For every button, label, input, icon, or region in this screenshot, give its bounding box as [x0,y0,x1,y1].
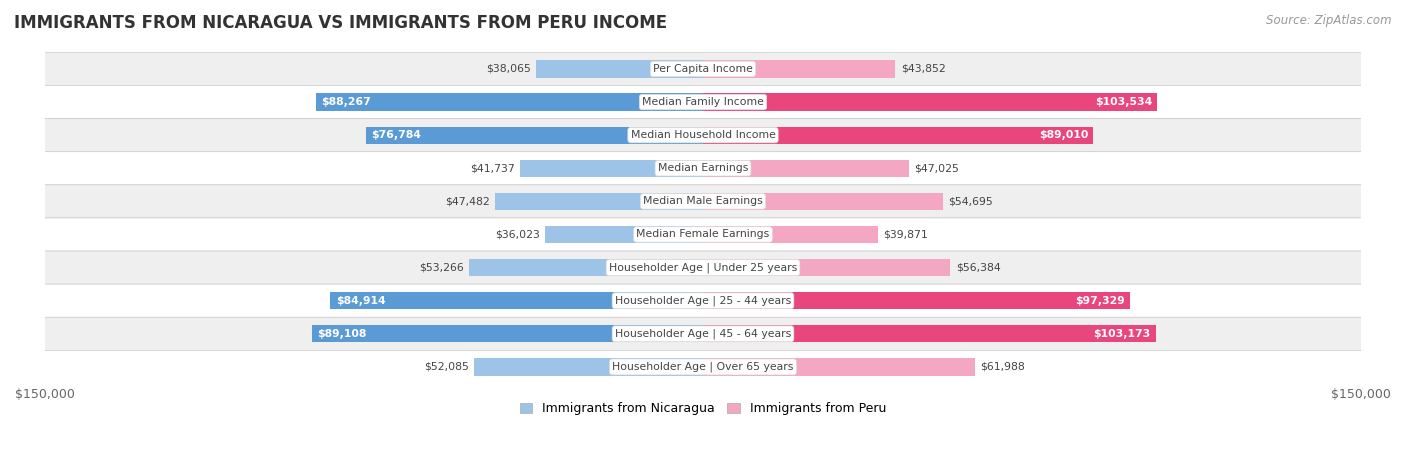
Bar [703,193,943,210]
Text: Median Earnings: Median Earnings [658,163,748,173]
Legend: Immigrants from Nicaragua, Immigrants from Peru: Immigrants from Nicaragua, Immigrants fr… [515,397,891,420]
Text: $39,871: $39,871 [883,229,928,240]
Bar [703,226,877,243]
Text: $76,784: $76,784 [371,130,422,140]
FancyBboxPatch shape [32,119,1374,152]
Text: $47,025: $47,025 [914,163,959,173]
FancyBboxPatch shape [32,218,1374,251]
Text: $53,266: $53,266 [419,262,464,273]
Text: $89,010: $89,010 [1039,130,1088,140]
Text: $38,065: $38,065 [486,64,530,74]
Text: $103,173: $103,173 [1092,329,1150,339]
Text: IMMIGRANTS FROM NICARAGUA VS IMMIGRANTS FROM PERU INCOME: IMMIGRANTS FROM NICARAGUA VS IMMIGRANTS … [14,14,668,32]
Bar [366,127,703,144]
Text: $103,534: $103,534 [1095,97,1152,107]
Text: Median Female Earnings: Median Female Earnings [637,229,769,240]
Bar [703,358,974,375]
Bar [312,325,703,342]
Bar [703,60,896,78]
FancyBboxPatch shape [32,185,1374,218]
Text: Source: ZipAtlas.com: Source: ZipAtlas.com [1267,14,1392,27]
Bar [536,60,703,78]
Text: Householder Age | Under 25 years: Householder Age | Under 25 years [609,262,797,273]
Bar [316,93,703,111]
Text: $36,023: $36,023 [495,229,540,240]
FancyBboxPatch shape [32,85,1374,119]
FancyBboxPatch shape [32,152,1374,185]
Text: $89,108: $89,108 [318,329,367,339]
Bar [703,325,1156,342]
Text: $97,329: $97,329 [1076,296,1125,306]
Text: Householder Age | Over 65 years: Householder Age | Over 65 years [612,361,794,372]
Text: Median Male Earnings: Median Male Earnings [643,196,763,206]
Text: $43,852: $43,852 [901,64,945,74]
Text: Per Capita Income: Per Capita Income [652,64,754,74]
Text: $52,085: $52,085 [425,362,470,372]
Bar [546,226,703,243]
Bar [703,292,1130,309]
FancyBboxPatch shape [32,317,1374,350]
Bar [703,259,950,276]
FancyBboxPatch shape [32,251,1374,284]
Bar [703,93,1157,111]
Bar [330,292,703,309]
Text: Median Household Income: Median Household Income [630,130,776,140]
Text: $41,737: $41,737 [470,163,515,173]
Bar [703,127,1094,144]
Text: $54,695: $54,695 [948,196,993,206]
Text: Householder Age | 25 - 44 years: Householder Age | 25 - 44 years [614,296,792,306]
Text: $88,267: $88,267 [321,97,371,107]
Text: $84,914: $84,914 [336,296,385,306]
Bar [474,358,703,375]
Bar [470,259,703,276]
Text: Median Family Income: Median Family Income [643,97,763,107]
Text: $47,482: $47,482 [444,196,489,206]
FancyBboxPatch shape [32,284,1374,317]
Text: $56,384: $56,384 [956,262,1001,273]
FancyBboxPatch shape [32,350,1374,383]
Bar [703,160,910,177]
FancyBboxPatch shape [32,52,1374,85]
Text: Householder Age | 45 - 64 years: Householder Age | 45 - 64 years [614,329,792,339]
Bar [495,193,703,210]
Bar [520,160,703,177]
Text: $61,988: $61,988 [980,362,1025,372]
